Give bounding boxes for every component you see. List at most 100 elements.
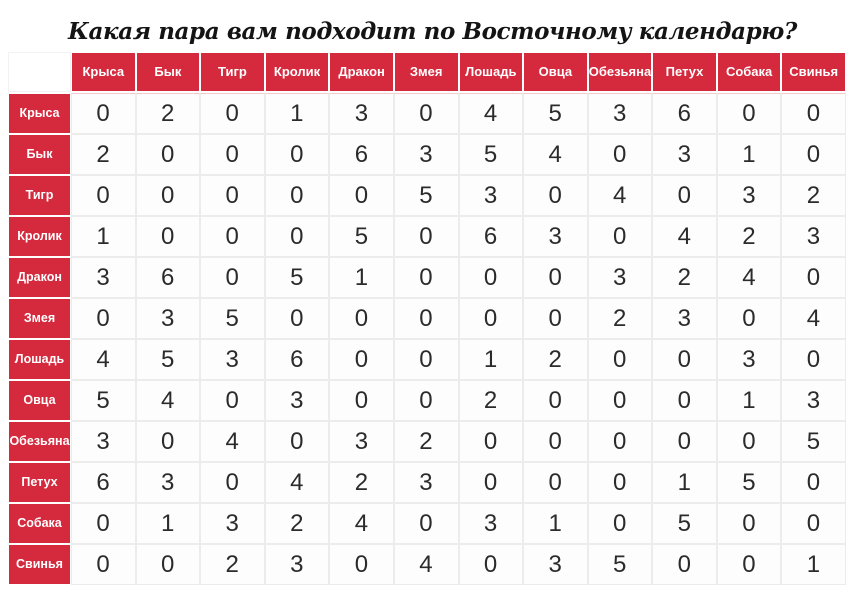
table-cell-r8-c1: 5 [71, 380, 136, 421]
table-cell-r12-c4: 3 [264, 544, 330, 585]
table-cell-r7-c6: 0 [393, 339, 459, 380]
table-cell-r10-c8: 0 [523, 462, 588, 503]
row-header-7: Лошадь [8, 339, 71, 380]
table-cell-r5-c11: 4 [716, 257, 782, 298]
table-cell-r11-c12: 0 [781, 503, 846, 544]
table-cell-r4-c12: 3 [781, 216, 846, 257]
table-cell-r8-c3: 0 [200, 380, 265, 421]
table-cell-r10-c10: 1 [652, 462, 717, 503]
column-header-3: Тигр [200, 52, 265, 92]
table-cell-r1-c10: 6 [652, 93, 717, 134]
table-cell-r8-c10: 0 [652, 380, 717, 421]
table-cell-r7-c8: 2 [523, 339, 588, 380]
table-cell-r11-c7: 3 [458, 503, 524, 544]
table-cell-r8-c2: 4 [135, 380, 201, 421]
table-cell-r2-c8: 4 [523, 134, 588, 175]
table-cell-r3-c5: 0 [329, 175, 394, 216]
table-cell-r4-c10: 4 [652, 216, 717, 257]
row-header-5: Дракон [8, 257, 71, 298]
row-header-9: Обезьяна [8, 421, 71, 462]
table-cell-r2-c5: 6 [329, 134, 394, 175]
table-cell-r5-c4: 5 [264, 257, 330, 298]
table-cell-r7-c5: 0 [329, 339, 394, 380]
table-cell-r5-c7: 0 [458, 257, 524, 298]
table-cell-r9-c2: 0 [135, 421, 201, 462]
table-cell-r6-c8: 0 [523, 298, 588, 339]
table-cell-r7-c7: 1 [458, 339, 524, 380]
table-cell-r8-c11: 1 [716, 380, 782, 421]
table-cell-r2-c6: 3 [393, 134, 459, 175]
table-cell-r3-c1: 0 [71, 175, 136, 216]
column-header-7: Лошадь [458, 52, 524, 92]
table-cell-r11-c2: 1 [135, 503, 201, 544]
table-cell-r3-c12: 2 [781, 175, 846, 216]
table-cell-r5-c2: 6 [135, 257, 201, 298]
row-header-1: Крыса [8, 93, 71, 134]
column-header-10: Петух [652, 52, 717, 92]
table-cell-r7-c4: 6 [264, 339, 330, 380]
table-cell-r10-c12: 0 [781, 462, 846, 503]
table-cell-r11-c4: 2 [264, 503, 330, 544]
table-cell-r8-c12: 3 [781, 380, 846, 421]
table-cell-r11-c8: 1 [523, 503, 588, 544]
table-cell-r8-c6: 0 [393, 380, 459, 421]
table-cell-r9-c1: 3 [71, 421, 136, 462]
table-cell-r3-c6: 5 [393, 175, 459, 216]
table-cell-r6-c9: 2 [587, 298, 653, 339]
table-cell-r12-c6: 4 [393, 544, 459, 585]
table-cell-r2-c2: 0 [135, 134, 201, 175]
table-cell-r2-c1: 2 [71, 134, 136, 175]
table-cell-r5-c8: 0 [523, 257, 588, 298]
table-cell-r2-c10: 3 [652, 134, 717, 175]
table-cell-r12-c1: 0 [71, 544, 136, 585]
column-header-4: Кролик [264, 52, 330, 92]
table-cell-r10-c4: 4 [264, 462, 330, 503]
column-header-9: Обезьяна [587, 52, 653, 92]
table-cell-r5-c6: 0 [393, 257, 459, 298]
table-cell-r9-c8: 0 [523, 421, 588, 462]
column-header-2: Бык [135, 52, 201, 92]
row-header-4: Кролик [8, 216, 71, 257]
table-cell-r2-c9: 0 [587, 134, 653, 175]
column-header-6: Змея [393, 52, 459, 92]
table-cell-r3-c9: 4 [587, 175, 653, 216]
table-cell-r3-c11: 3 [716, 175, 782, 216]
row-header-11: Собака [8, 503, 71, 544]
table-cell-r7-c12: 0 [781, 339, 846, 380]
table-cell-r6-c12: 4 [781, 298, 846, 339]
table-cell-r10-c3: 0 [200, 462, 265, 503]
table-cell-r8-c5: 0 [329, 380, 394, 421]
table-cell-r5-c9: 3 [587, 257, 653, 298]
table-cell-r7-c3: 3 [200, 339, 265, 380]
table-cell-r7-c10: 0 [652, 339, 717, 380]
table-cell-r8-c4: 3 [264, 380, 330, 421]
table-cell-r11-c10: 5 [652, 503, 717, 544]
table-cell-r8-c8: 0 [523, 380, 588, 421]
column-header-5: Дракон [329, 52, 394, 92]
table-cell-r12-c5: 0 [329, 544, 394, 585]
table-cell-r5-c1: 3 [71, 257, 136, 298]
table-cell-r12-c10: 0 [652, 544, 717, 585]
table-cell-r6-c5: 0 [329, 298, 394, 339]
table-cell-r9-c11: 0 [716, 421, 782, 462]
table-cell-r6-c7: 0 [458, 298, 524, 339]
table-cell-r12-c2: 0 [135, 544, 201, 585]
table-cell-r12-c7: 0 [458, 544, 524, 585]
row-header-8: Овца [8, 380, 71, 421]
table-cell-r9-c5: 3 [329, 421, 394, 462]
table-cell-r8-c7: 2 [458, 380, 524, 421]
table-cell-r6-c3: 5 [200, 298, 265, 339]
table-cell-r6-c1: 0 [71, 298, 136, 339]
table-cell-r3-c10: 0 [652, 175, 717, 216]
compatibility-table: Крыса Бык Тигр Кролик Дракон Змея Лошадь Овца Об… [8, 52, 846, 585]
table-cell-r5-c5: 1 [329, 257, 394, 298]
table-cell-r10-c2: 3 [135, 462, 201, 503]
row-header-3: Тигр [8, 175, 71, 216]
table-cell-r4-c1: 1 [71, 216, 136, 257]
row-header-10: Петух [8, 462, 71, 503]
table-cell-r6-c2: 3 [135, 298, 201, 339]
table-cell-r4-c6: 0 [393, 216, 459, 257]
table-cell-r9-c7: 0 [458, 421, 524, 462]
table-cell-r2-c7: 5 [458, 134, 524, 175]
table-cell-r10-c7: 0 [458, 462, 524, 503]
